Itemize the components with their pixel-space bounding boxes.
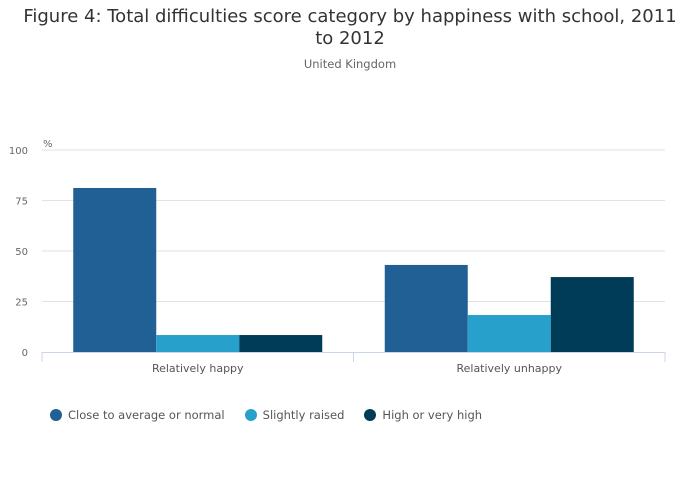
y-tick-label: 50: [15, 247, 28, 258]
y-tick-label: 100: [9, 146, 28, 157]
y-tick-label: 75: [15, 197, 28, 208]
legend-label: Close to average or normal: [68, 408, 225, 422]
chart-title: Figure 4: Total difficulties score categ…: [23, 6, 677, 49]
legend-item[interactable]: Close to average or normal: [50, 408, 225, 422]
chart-subtitle: United Kingdom: [303, 57, 397, 71]
y-tick-label: 25: [15, 298, 28, 309]
bar: [467, 315, 551, 352]
bar-chart: 0 25 50 75 100% Relatively happy Relatively un…: [9, 139, 666, 375]
legend: Close to average or normal Slightly raise…: [50, 408, 482, 422]
legend-item[interactable]: Slightly raised: [244, 408, 345, 422]
legend-marker: [50, 409, 62, 421]
y-axis-label: %: [43, 139, 53, 150]
bar: [73, 187, 157, 352]
bar: [384, 264, 468, 352]
legend-label: Slightly raised: [262, 408, 345, 422]
legend-item[interactable]: High or very high: [364, 408, 482, 422]
legend-marker: [364, 409, 377, 421]
bar: [239, 335, 323, 352]
x-tick-label: Relatively happy: [152, 362, 244, 375]
legend-label: High or very high: [382, 408, 483, 422]
bar: [550, 277, 634, 352]
x-tick-label: Relatively unhappy: [456, 362, 562, 375]
y-tick-label: 0: [22, 348, 28, 359]
legend-marker: [244, 409, 257, 421]
bar: [156, 335, 240, 352]
